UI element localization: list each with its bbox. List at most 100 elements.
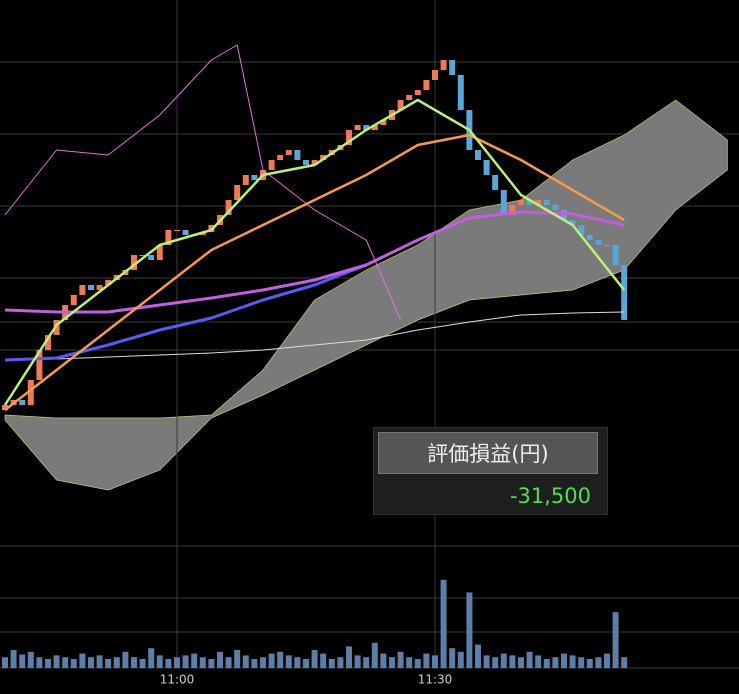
indicator-line [4,133,625,411]
volume-bar [242,655,249,668]
volume-bar [294,657,301,668]
volume-bar [603,653,610,668]
volume-bar [354,655,361,668]
volume-bar [311,650,318,668]
candle-body [543,200,550,205]
volume-bar [543,659,550,668]
volume-bar [165,659,172,668]
candle-body [182,230,189,235]
candle-body [234,185,241,200]
volume-bar [621,657,628,668]
candle-body [268,160,275,170]
volume-bar [148,648,155,668]
volume-bar [578,657,585,668]
volume-bar [560,653,567,668]
candle-body [414,90,421,95]
volume-bar [328,659,335,668]
candle-body [612,245,619,265]
volume-bar [79,653,86,668]
candle-body [165,230,172,245]
volume-bar [483,655,490,668]
volume-bar [10,650,17,668]
volume-bar [612,612,619,668]
indicator-line [4,263,367,362]
volume-bar [345,646,352,668]
pl-label[interactable]: 評価損益(円) [378,432,598,474]
volume-bar [19,654,26,668]
volume-bar [552,657,559,668]
volume-bar [122,651,129,668]
volume-bar [466,592,473,668]
volume-bar [251,659,258,668]
indicator-line [3,98,626,406]
volume-bar [27,651,34,668]
candle-body [130,255,137,270]
candle-body [474,150,481,160]
candle-body [457,75,464,110]
candle-body [96,285,103,290]
candle-body [440,60,447,70]
volume-bar [234,650,241,668]
volume-bar [388,657,395,668]
volume-bar [105,659,112,668]
volume-bar [208,659,215,668]
candle-body [500,190,507,215]
candle-body [105,280,112,285]
volume-bar [397,651,404,668]
volume-bar [113,657,120,668]
candle-body [70,295,77,305]
volume-bar [406,657,413,668]
volume-bar [535,655,542,668]
volume-bar [431,655,438,668]
volume-bar [87,657,94,668]
candle-body [87,285,94,290]
indicator-line [4,44,402,321]
candle-body [431,70,438,80]
candle-body [36,350,43,380]
volume-bar [440,579,447,668]
candle-body [44,335,51,350]
candle-body [569,220,576,225]
volume-bar [225,657,232,668]
candle-body [526,200,533,205]
volume-bar [569,655,576,668]
volume-bar [53,655,60,668]
x-tick-label: 11:00 [160,673,195,687]
volume-bar [337,657,344,668]
candle-body [621,265,628,320]
candle-body [320,155,327,160]
volume-bar [449,648,456,668]
volume-bar [199,657,206,668]
candle-body [225,200,232,215]
candle-body [1,405,8,410]
volume-bar [320,653,327,668]
candle-body [251,175,258,180]
volume-bar [586,659,593,668]
volume-bar [517,657,524,668]
candle-body [173,230,180,231]
volume-bar [492,657,499,668]
pl-panel: 評価損益(円) -31,500 [373,427,608,515]
volume-bar [302,659,309,668]
volume-bar [191,653,198,668]
volume-bar [130,657,137,668]
volume-bar [96,655,103,668]
x-tick-label: 11:30 [418,673,453,687]
candle-body [535,200,542,205]
volume-bar [500,653,507,668]
volume-bar [44,659,51,668]
indicator-line [4,210,625,314]
candle-body [27,380,34,405]
volume-bar [526,651,533,668]
candle-body [423,80,430,90]
candle-body [371,125,378,130]
volume-bar [36,657,43,668]
candle-body [380,120,387,125]
candle-body [311,160,318,165]
volume-bar [70,659,77,668]
candle-body [595,240,602,245]
candle-body [79,285,86,295]
candle-body [242,175,249,185]
